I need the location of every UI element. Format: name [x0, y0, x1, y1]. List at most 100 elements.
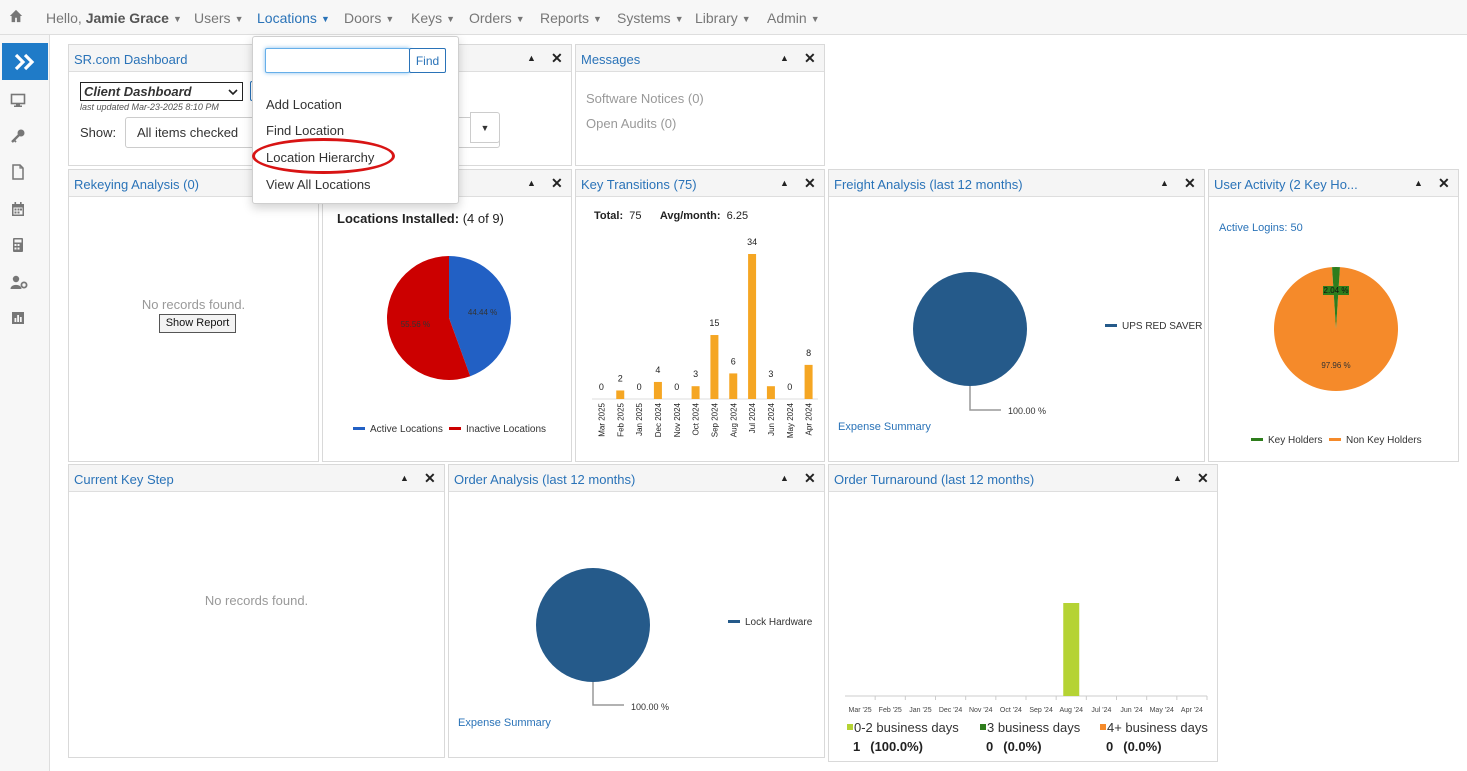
panel-header: Order Turnaround (last 12 months) ▲ ✕ [829, 465, 1217, 492]
bar-value-label: 0 [674, 382, 679, 392]
pie-slice-non-key-holders [1274, 267, 1398, 391]
legend-key-holders: Key Holders [1251, 435, 1322, 446]
x-tick-label: Dec '24 [939, 707, 963, 714]
nav-doors-label: Doors [344, 10, 382, 26]
software-notices-link[interactable]: Software Notices (0) [586, 91, 704, 106]
panel-header: Freight Analysis (last 12 months) ▲ ✕ [829, 170, 1204, 197]
panel-header: User Activity (2 Key Ho... ▲ ✕ [1209, 170, 1458, 197]
x-tick-label: May '24 [1150, 707, 1174, 714]
menu-item-add-location[interactable]: Add Location [266, 97, 342, 112]
x-tick-label: Mar 2025 [597, 402, 606, 436]
find-button[interactable]: Find [409, 48, 446, 73]
x-tick-label: Nov '24 [969, 707, 993, 714]
close-icon[interactable]: ✕ [551, 175, 563, 191]
collapse-icon[interactable]: ▲ [527, 53, 536, 63]
nav-library-label: Library [695, 10, 738, 26]
close-icon[interactable]: ✕ [804, 175, 816, 191]
turnaround-legend-item: 3 business days 0 (0.0%) [980, 720, 1080, 754]
dashboard-select-value: Client Dashboard [84, 84, 192, 99]
avg-value: 6.25 [726, 210, 749, 222]
nav-systems-label: Systems [617, 10, 671, 26]
open-audits-link[interactable]: Open Audits (0) [586, 116, 677, 131]
collapse-icon[interactable]: ▲ [400, 473, 409, 483]
location-search-input[interactable] [265, 48, 410, 73]
pie-slice-lock-hardware [536, 568, 650, 682]
user-activity-pie-chart: 2.04 % 97.96 % [1274, 267, 1398, 391]
close-icon[interactable]: ✕ [1184, 175, 1196, 191]
x-tick-label: Sep 2024 [710, 402, 719, 437]
collapse-icon[interactable]: ▲ [1414, 178, 1423, 188]
legend-swatch [847, 723, 853, 730]
legend-swatch [449, 426, 461, 430]
bar [710, 335, 719, 399]
collapse-icon[interactable]: ▲ [1160, 178, 1169, 188]
collapse-icon[interactable]: ▲ [780, 53, 789, 63]
menu-item-location-hierarchy[interactable]: Location Hierarchy [266, 150, 375, 165]
panel-title: Rekeying Analysis (0) [74, 177, 199, 192]
calendar-icon[interactable] [10, 201, 26, 217]
nav-keys[interactable]: Keys ▼ [411, 10, 455, 26]
panel-title: Key Transitions (75) [581, 177, 697, 192]
freight-pie-chart: 100.00 % [913, 272, 1046, 416]
nav-orders[interactable]: Orders ▼ [469, 10, 525, 26]
nav-users[interactable]: Users ▼ [194, 10, 243, 26]
nav-reports[interactable]: Reports ▼ [540, 10, 602, 26]
panel-title: User Activity (2 Key Ho... [1214, 177, 1358, 192]
show-report-button[interactable]: Show Report [159, 314, 236, 333]
show-select-toggle[interactable]: ▼ [470, 112, 500, 143]
panel-title: Freight Analysis (last 12 months) [834, 177, 1023, 192]
bar-value-label: 34 [747, 237, 757, 247]
collapse-icon[interactable]: ▲ [780, 178, 789, 188]
active-logins-link[interactable]: Active Logins: 50 [1219, 222, 1303, 234]
x-tick-label: Jun '24 [1120, 707, 1142, 714]
close-icon[interactable]: ✕ [804, 470, 816, 486]
user-menu[interactable]: Hello, Jamie Grace ▼ [46, 10, 182, 26]
order-turnaround-panel: Order Turnaround (last 12 months) ▲ ✕ Ma… [828, 464, 1218, 762]
panel-title: Messages [581, 52, 641, 67]
close-icon[interactable]: ✕ [1438, 175, 1450, 191]
expense-summary-link[interactable]: Expense Summary [838, 421, 931, 433]
dashboard-select[interactable]: Client Dashboard [80, 82, 243, 101]
collapse-icon[interactable]: ▲ [527, 178, 536, 188]
legend-label: Lock Hardware [745, 617, 813, 628]
monitor-icon[interactable] [10, 92, 26, 108]
close-icon[interactable]: ✕ [1197, 470, 1209, 486]
close-icon[interactable]: ✕ [424, 470, 436, 486]
nav-locations[interactable]: Locations ▼ [257, 10, 330, 26]
bar-value-label: 4 [655, 365, 660, 375]
x-tick-label: Jan '25 [909, 707, 931, 714]
nav-library[interactable]: Library ▼ [695, 10, 751, 26]
collapse-icon[interactable]: ▲ [780, 473, 789, 483]
caret-down-icon: ▼ [741, 14, 751, 24]
key-icon[interactable] [10, 128, 26, 144]
expand-sidebar-button[interactable] [2, 43, 48, 80]
pie-slice-label: 44.44 % [468, 308, 497, 317]
bar-value-label: 15 [709, 318, 719, 328]
report-icon[interactable] [10, 310, 26, 326]
document-icon[interactable] [10, 164, 26, 180]
legend-label: UPS RED SAVER [1122, 321, 1203, 332]
nav-doors[interactable]: Doors ▼ [344, 10, 394, 26]
legend-swatch [1100, 723, 1106, 730]
home-icon[interactable] [9, 9, 23, 26]
key-transitions-summary: Total: 75 Avg/month: 6.25 [594, 210, 748, 222]
panel-header: Messages ▲ ✕ [576, 45, 824, 72]
pie-slice-label: 2.04 % [1324, 286, 1349, 295]
legend-active-locations: Active Locations [353, 424, 443, 435]
close-icon[interactable]: ✕ [804, 50, 816, 66]
x-tick-label: Feb '25 [879, 707, 902, 714]
nav-admin[interactable]: Admin ▼ [767, 10, 820, 26]
legend-count: 1 [853, 739, 861, 754]
expense-summary-link[interactable]: Expense Summary [458, 717, 551, 729]
close-icon[interactable]: ✕ [551, 50, 563, 66]
collapse-icon[interactable]: ▲ [1173, 473, 1182, 483]
calculator-icon[interactable] [10, 237, 26, 253]
caret-down-icon: ▼ [320, 14, 330, 24]
nav-systems[interactable]: Systems ▼ [617, 10, 684, 26]
x-tick-label: Nov 2024 [673, 402, 682, 437]
menu-item-find-location[interactable]: Find Location [266, 123, 345, 138]
x-tick-label: Jul '24 [1091, 707, 1111, 714]
menu-item-view-all-locations[interactable]: View All Locations [266, 177, 371, 192]
user-settings-icon[interactable] [10, 274, 28, 290]
panel-header: Current Key Step ▲ ✕ [69, 465, 444, 492]
